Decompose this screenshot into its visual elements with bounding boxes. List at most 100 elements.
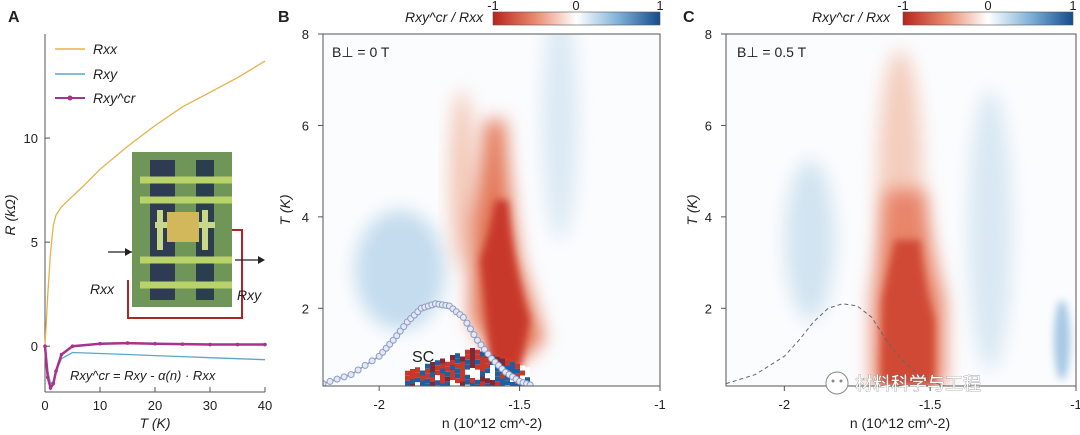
c-annotation: B⊥ = 0.5 T bbox=[737, 44, 807, 60]
b-noise-pixel bbox=[445, 376, 450, 382]
b-noise-pixel bbox=[480, 381, 485, 386]
b-noise-pixel bbox=[415, 372, 420, 378]
legend-label-rxx: Rxx bbox=[93, 41, 118, 57]
b-noise-pixel bbox=[515, 368, 520, 374]
b-noise-pixel bbox=[470, 358, 475, 363]
b-red-core bbox=[480, 200, 530, 370]
device-sample bbox=[167, 212, 199, 242]
b-sc-marker bbox=[396, 327, 404, 335]
panel-a: A 0 10 20 30 40 0 5 10 R (kΩ) T (K) Rxx Rxy Rxx bbox=[2, 9, 272, 431]
b-noise-pixel bbox=[480, 356, 485, 362]
b-cbar-tick-max: 1 bbox=[656, 0, 663, 13]
b-cbar-tick-min: -1 bbox=[487, 0, 499, 13]
b-noise-pixel bbox=[460, 371, 465, 377]
b-sc-marker bbox=[463, 319, 471, 327]
b-noise-pixel bbox=[485, 358, 490, 364]
c-xlabel: n (10^12 cm^-2) bbox=[850, 415, 950, 431]
b-noise-pixel bbox=[460, 351, 465, 357]
b-noise-pixel bbox=[475, 354, 480, 360]
wechat-icon bbox=[825, 371, 849, 395]
legend-marker-rxy-cr bbox=[67, 95, 73, 101]
b-noise-pixel bbox=[485, 378, 490, 384]
b-noise-pixel bbox=[475, 359, 480, 365]
a-marker-rxy-cr bbox=[59, 352, 64, 357]
b-noise-pixel bbox=[500, 378, 505, 384]
b-noise-pixel bbox=[525, 377, 530, 383]
b-sc-marker bbox=[466, 325, 474, 333]
b-noise-pixel bbox=[495, 371, 500, 377]
b-sc-marker bbox=[340, 373, 348, 381]
b-noise-pixel bbox=[405, 375, 410, 381]
b-sc-marker bbox=[368, 357, 376, 365]
a-marker-rxy-cr bbox=[263, 342, 267, 347]
b-noise-pixel bbox=[465, 374, 470, 380]
c-blue-region bbox=[1054, 300, 1070, 380]
c-blue-region bbox=[968, 90, 1012, 370]
panel-letter-b: B bbox=[278, 9, 290, 26]
b-noise-pixel bbox=[480, 351, 485, 357]
c-blue-region bbox=[785, 160, 835, 320]
b-noise-pixel bbox=[495, 356, 500, 362]
b-noise-pixel bbox=[465, 359, 470, 365]
b-noise-pixel bbox=[520, 365, 525, 371]
b-noise-pixel bbox=[445, 361, 450, 367]
b-noise-pixel bbox=[495, 381, 500, 386]
b-colorbar bbox=[492, 11, 661, 26]
a-marker-rxy-cr bbox=[54, 369, 58, 373]
b-noise-pixel bbox=[445, 381, 450, 386]
c-ylabel: T (K) bbox=[684, 194, 700, 225]
b-noise-pixel bbox=[485, 383, 490, 386]
inset-label-rxx: Rxx bbox=[90, 281, 115, 297]
b-noise-pixel bbox=[500, 373, 505, 379]
panel-b: B -2 -1.5 -1 2 4 6 8 B⊥ = 0 T SC T (K) n (10^1… bbox=[277, 0, 666, 431]
c-xtick-label: -2 bbox=[779, 397, 791, 412]
b-ylabel: T (K) bbox=[277, 194, 293, 225]
b-noise-pixel bbox=[500, 383, 505, 386]
device-leads bbox=[140, 176, 232, 289]
b-noise-pixel bbox=[490, 370, 495, 375]
panel-letter-c: C bbox=[683, 9, 695, 26]
b-sc-marker bbox=[477, 341, 485, 349]
b-noise-pixel bbox=[415, 382, 420, 386]
b-noise-pixel bbox=[465, 379, 470, 385]
b-noise-pixel bbox=[410, 379, 415, 384]
a-marker-rxy-cr bbox=[43, 344, 47, 349]
b-noise-pixel bbox=[470, 368, 475, 373]
b-noise-pixel bbox=[445, 371, 450, 377]
b-noise-pixel bbox=[415, 367, 420, 373]
legend-label-rxy: Rxy bbox=[93, 66, 118, 82]
b-sc-marker bbox=[473, 336, 481, 344]
b-cbar-tick-mid: 0 bbox=[572, 0, 579, 13]
b-noise-pixel bbox=[435, 380, 440, 386]
b-noise-pixel bbox=[470, 378, 475, 383]
watermark: 材料科学与工程 bbox=[825, 371, 981, 395]
b-noise-pixel bbox=[520, 375, 525, 381]
b-noise-pixel bbox=[465, 354, 470, 360]
b-noise-pixel bbox=[485, 373, 490, 379]
b-noise-pixel bbox=[410, 384, 415, 386]
a-ytick-label: 0 bbox=[31, 339, 38, 354]
b-noise-pixel bbox=[455, 353, 460, 359]
c-sc-boundary bbox=[726, 303, 945, 386]
b-noise-pixel bbox=[495, 376, 500, 382]
b-noise-pixel bbox=[435, 360, 440, 366]
legend-label-rxy-cr: Rxy^cr bbox=[93, 90, 137, 106]
b-noise-pixel bbox=[410, 369, 415, 374]
watermark-text: 材料科学与工程 bbox=[855, 374, 981, 395]
b-noise-pixel bbox=[425, 363, 430, 369]
b-noise-pixel bbox=[505, 375, 510, 381]
c-frame bbox=[725, 33, 1077, 387]
b-noise-pixel bbox=[420, 365, 425, 371]
b-noise-pixel bbox=[475, 374, 480, 380]
arrow-in-head-icon bbox=[125, 248, 132, 256]
a-xtick-label: 30 bbox=[203, 398, 217, 413]
b-sc-marker bbox=[326, 377, 334, 385]
a-ytick-label: 10 bbox=[24, 131, 38, 146]
b-noise-pixel bbox=[445, 366, 450, 372]
panel-c: C -2 -1.5 -1 2 4 6 8 B⊥ = 0.5 T T (K) n (10^12… bbox=[683, 0, 1080, 431]
b-noise-pixel bbox=[440, 373, 445, 379]
b-noise-pixel bbox=[460, 381, 465, 386]
a-line-rxy bbox=[44, 346, 266, 385]
b-noise-pixel bbox=[470, 353, 475, 358]
b-noise-pixel bbox=[415, 377, 420, 383]
